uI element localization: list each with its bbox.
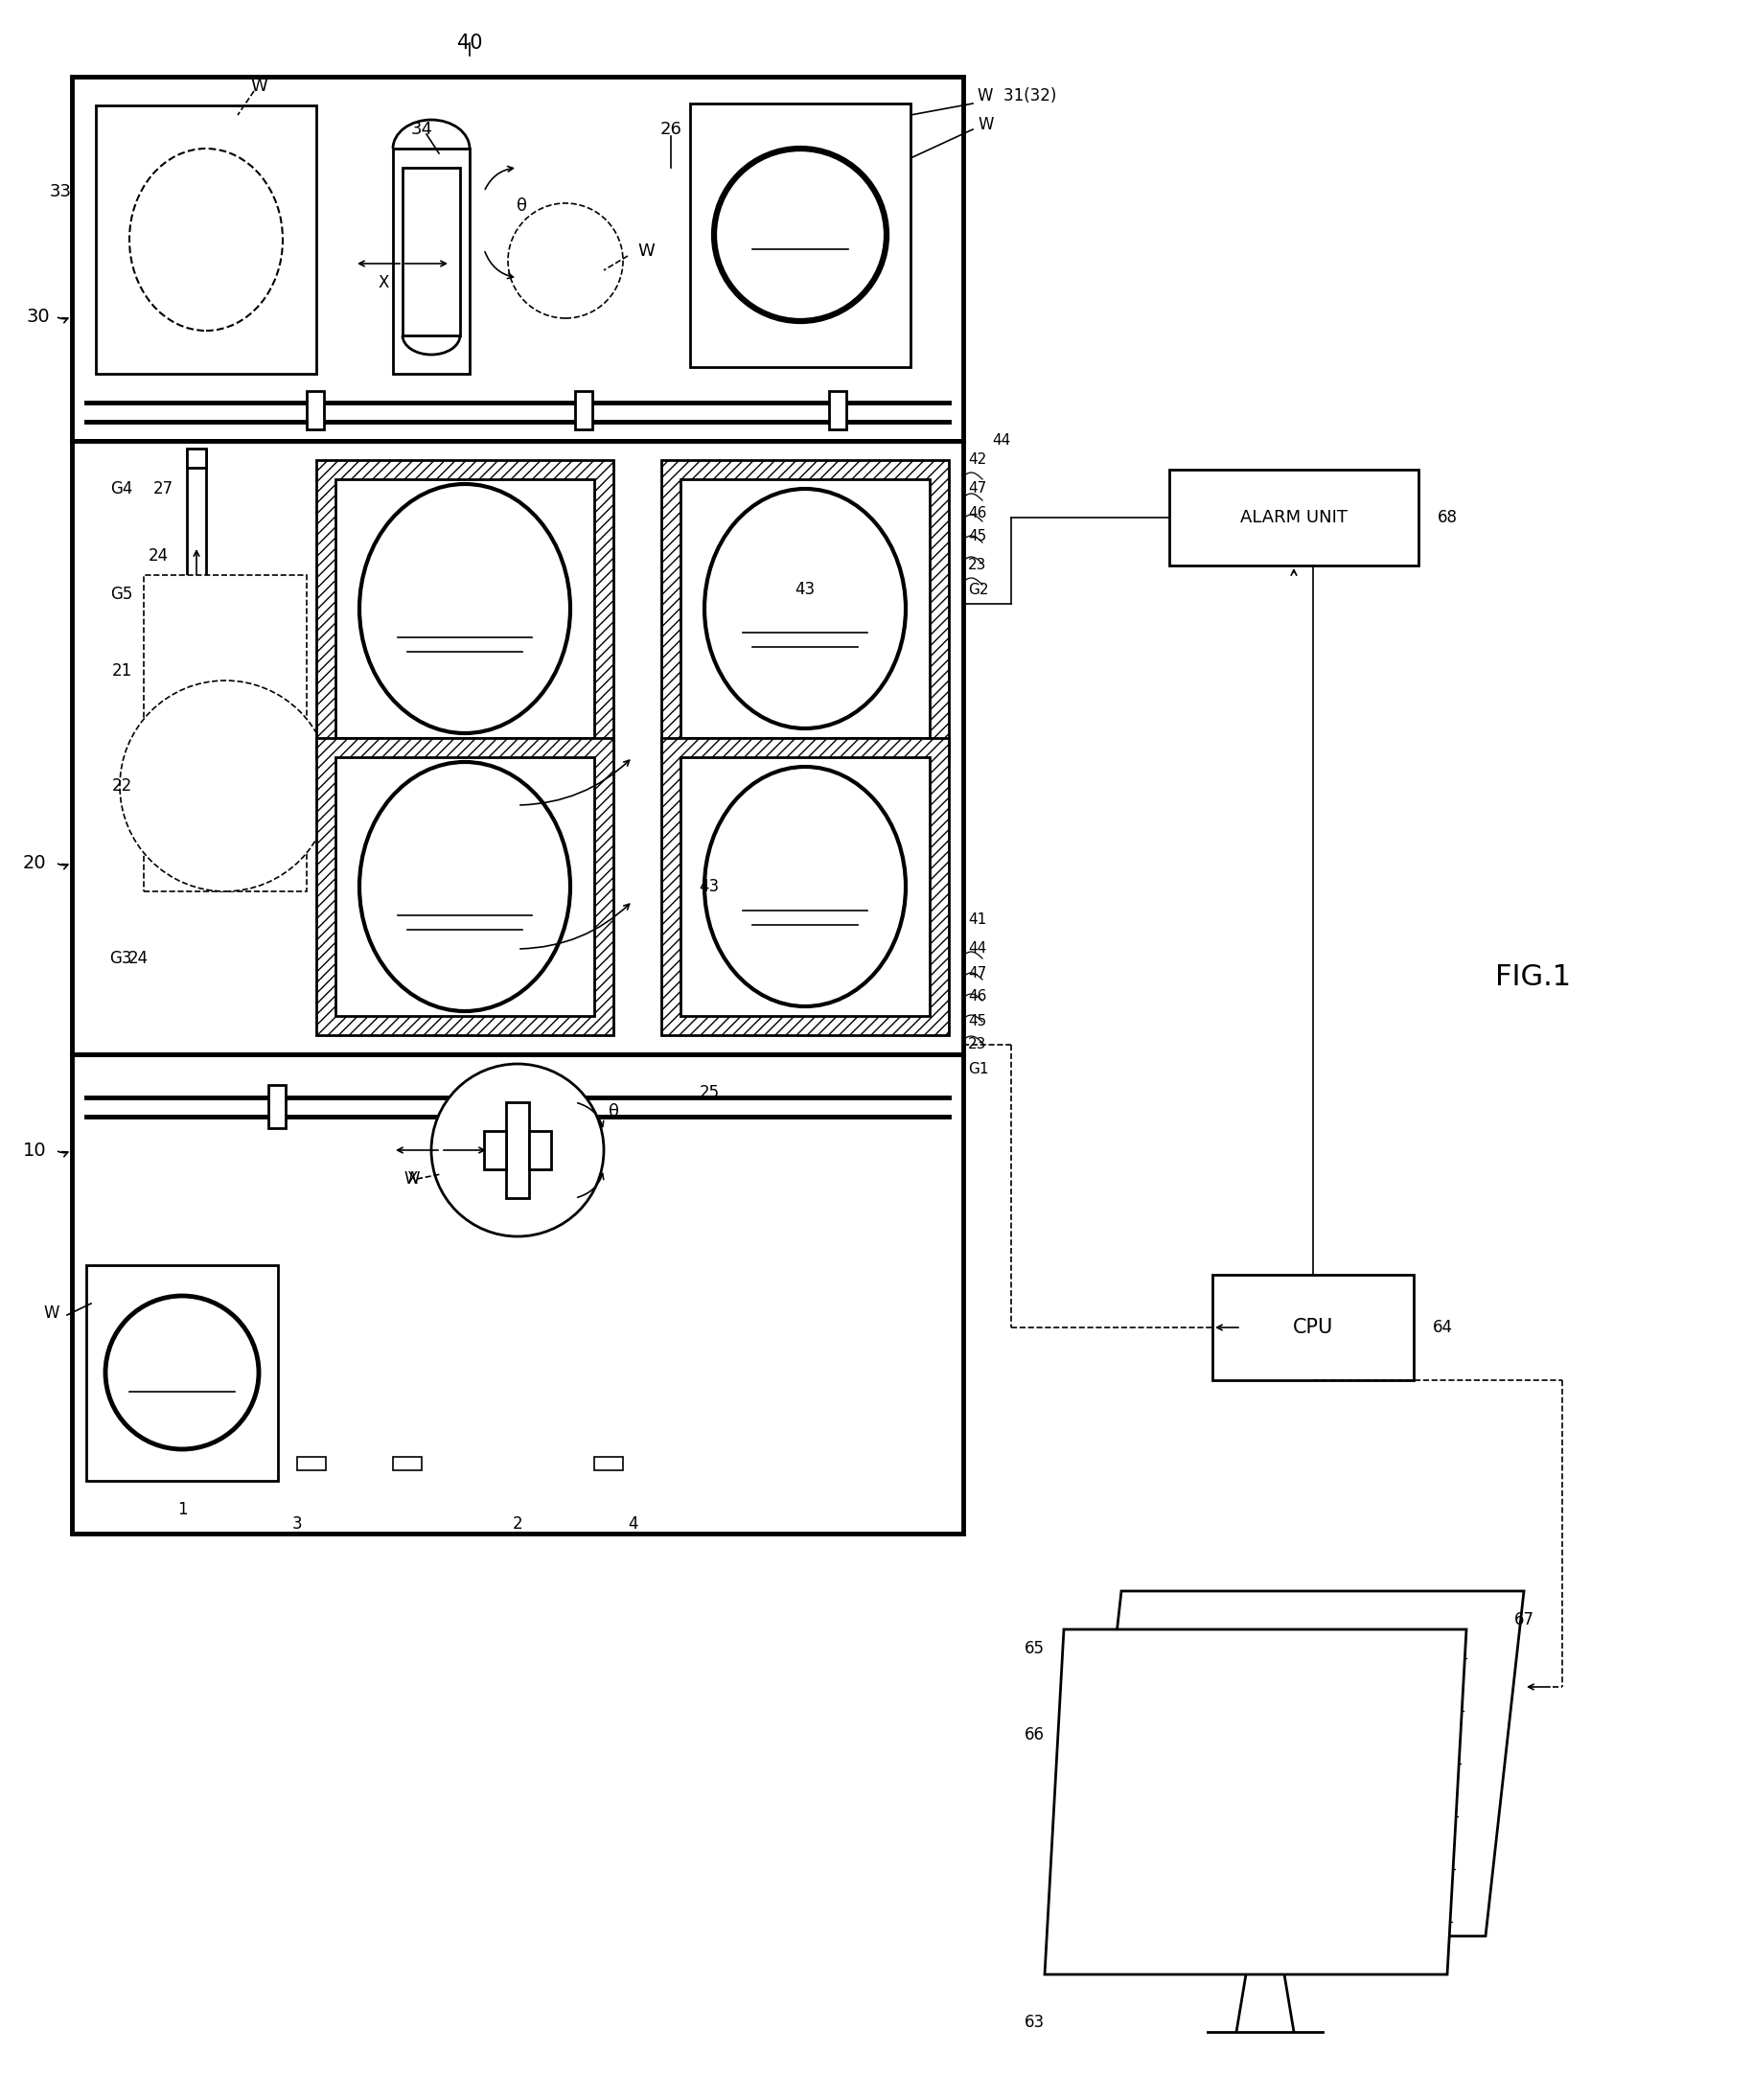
Bar	[392, 1457, 422, 1470]
Text: 22: 22	[112, 777, 131, 794]
Bar	[72, 441, 964, 1054]
Circle shape	[508, 204, 624, 319]
Bar	[680, 758, 930, 1016]
Text: 34: 34	[410, 122, 433, 139]
Bar	[661, 460, 950, 758]
Text: 64: 64	[1433, 1319, 1452, 1336]
Ellipse shape	[130, 149, 282, 330]
Text: 1: 1	[177, 1501, 187, 1518]
Bar	[72, 78, 964, 441]
Bar	[680, 479, 930, 737]
Text: 43: 43	[795, 582, 815, 598]
Text: 45: 45	[969, 529, 986, 544]
Bar	[829, 391, 846, 428]
Text: 47: 47	[969, 966, 986, 981]
Text: G5: G5	[110, 586, 131, 603]
Ellipse shape	[359, 762, 569, 1012]
Text: 2: 2	[512, 1516, 522, 1533]
Text: 25: 25	[699, 1084, 720, 1100]
Text: G1: G1	[969, 1060, 988, 1075]
Bar	[594, 1457, 624, 1470]
Text: 23: 23	[969, 1037, 986, 1052]
Text: 3: 3	[293, 1516, 301, 1533]
Text: 44: 44	[992, 435, 1011, 447]
Text: W: W	[978, 116, 993, 132]
Circle shape	[119, 680, 331, 890]
Text: 33: 33	[49, 183, 72, 200]
Bar	[86, 1264, 279, 1480]
Text: W: W	[405, 1170, 420, 1186]
Circle shape	[105, 1296, 259, 1449]
Text: 10: 10	[23, 1140, 46, 1159]
Text: 47: 47	[969, 481, 986, 496]
Text: 43: 43	[699, 878, 720, 895]
Text: 65: 65	[1025, 1640, 1044, 1657]
Text: 44: 44	[969, 941, 986, 956]
Text: W  31(32): W 31(32)	[978, 88, 1056, 105]
Bar	[307, 391, 324, 428]
Text: 68: 68	[1438, 508, 1458, 527]
Text: 46: 46	[969, 989, 986, 1004]
Bar	[187, 449, 207, 468]
Text: 27: 27	[154, 481, 173, 498]
Bar	[392, 149, 470, 374]
Text: 40: 40	[457, 34, 482, 52]
Polygon shape	[1044, 1630, 1466, 1974]
Bar	[96, 105, 317, 374]
Text: 20: 20	[23, 853, 46, 872]
Text: 46: 46	[969, 506, 986, 521]
Bar	[72, 1054, 964, 1533]
Text: CPU: CPU	[1293, 1319, 1333, 1338]
Bar	[335, 479, 594, 737]
Text: 24: 24	[149, 548, 168, 565]
Bar	[298, 1457, 326, 1470]
Bar	[335, 758, 594, 1016]
Text: 45: 45	[969, 1014, 986, 1029]
Text: θ: θ	[608, 1102, 618, 1121]
Text: 30: 30	[26, 307, 49, 325]
Text: 67: 67	[1514, 1611, 1535, 1628]
Circle shape	[431, 1065, 604, 1237]
Text: 21: 21	[112, 662, 131, 680]
Text: FIG.1: FIG.1	[1496, 964, 1572, 991]
Text: 4: 4	[627, 1516, 638, 1533]
Text: X: X	[378, 275, 389, 292]
Text: W: W	[638, 242, 653, 260]
Polygon shape	[1083, 1592, 1524, 1936]
Text: 24: 24	[128, 949, 149, 968]
Ellipse shape	[704, 489, 906, 729]
Text: W: W	[44, 1304, 60, 1321]
Text: G3: G3	[110, 949, 131, 968]
Circle shape	[729, 164, 872, 307]
Text: G4: G4	[110, 481, 131, 498]
Bar	[317, 737, 613, 1035]
Text: 66: 66	[1025, 1726, 1044, 1743]
Bar	[690, 103, 911, 367]
Bar	[506, 1102, 529, 1199]
Circle shape	[715, 149, 887, 321]
Bar	[484, 1132, 506, 1170]
Text: θ: θ	[517, 197, 527, 214]
Bar	[144, 575, 307, 890]
Bar	[1212, 1275, 1414, 1380]
Bar	[529, 1132, 552, 1170]
Ellipse shape	[704, 766, 906, 1006]
Bar	[661, 737, 950, 1035]
Bar	[268, 1086, 286, 1128]
Text: W: W	[251, 78, 268, 94]
Text: 42: 42	[969, 454, 986, 468]
Text: G2: G2	[969, 582, 988, 596]
Text: ALARM UNIT: ALARM UNIT	[1240, 508, 1347, 527]
Bar	[403, 168, 461, 336]
Ellipse shape	[359, 483, 569, 733]
Text: 63: 63	[1025, 2014, 1044, 2031]
Text: 26: 26	[661, 122, 682, 139]
Bar	[1169, 470, 1419, 565]
Bar	[317, 460, 613, 758]
Text: 41: 41	[969, 914, 986, 928]
Text: X: X	[406, 1170, 417, 1186]
Text: 23: 23	[969, 559, 986, 573]
Bar	[575, 391, 592, 428]
